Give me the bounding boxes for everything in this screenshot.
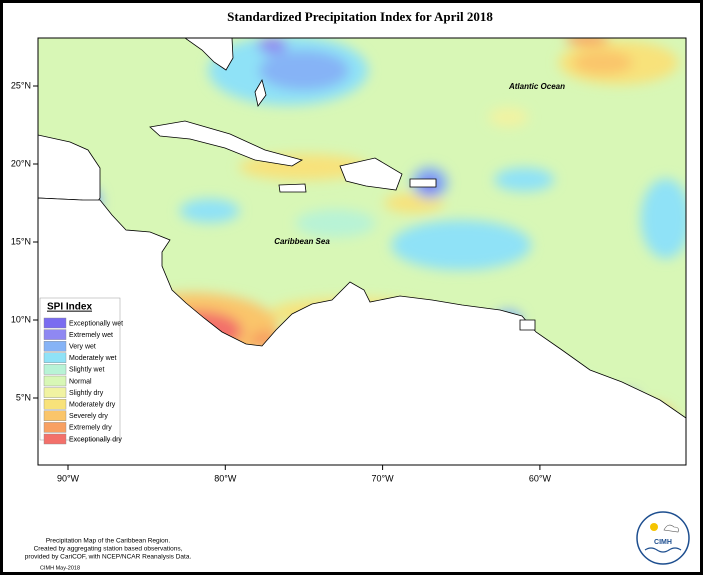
lon-tick-label: 80°W — [214, 473, 237, 483]
legend-title: SPI Index — [47, 302, 92, 313]
legend-swatch — [43, 375, 67, 387]
ocean-label: Atlantic Ocean — [508, 82, 565, 91]
lat-tick-label: 5°N — [16, 392, 31, 402]
ocean-label: Caribbean Sea — [274, 237, 330, 246]
spi-region — [488, 107, 529, 128]
map: Atlantic Ocean Caribbean Sea — [38, 38, 686, 465]
legend-label: Very wet — [69, 344, 96, 351]
map-border — [37, 37, 687, 466]
legend-swatch — [43, 422, 67, 433]
legend: SPI Index Exceptionally wet Extremely wet… — [39, 297, 123, 445]
legend-swatch — [43, 364, 67, 375]
spi-region — [572, 50, 633, 75]
legend-swatch — [43, 329, 67, 340]
legend-swatch — [43, 399, 67, 410]
logo-text: CIMH — [654, 539, 672, 546]
legend-label: Severely dry — [69, 413, 108, 420]
land — [38, 38, 686, 465]
spi-region — [258, 50, 349, 91]
legend-swatch — [43, 433, 67, 445]
credit: CIMH May-2018 — [40, 565, 80, 571]
spi-region — [295, 209, 376, 238]
legend-swatch — [43, 341, 67, 352]
footer-line: provided by CariCOF, with NCEP/NCAR Rean… — [25, 554, 192, 561]
logo: CIMH — [636, 511, 690, 565]
footer-line: Created by aggregating station based obs… — [34, 546, 183, 553]
spi-region — [391, 220, 532, 271]
spi-region — [257, 38, 288, 54]
legend-swatch — [43, 387, 67, 398]
legend-swatch — [43, 352, 67, 363]
spi-region — [494, 167, 555, 192]
legend-label: Extremely dry — [69, 425, 112, 432]
lat-tick-label: 25°N — [11, 80, 31, 90]
footer: Precipitation Map of the Caribbean Regio… — [25, 538, 192, 572]
legend-label: Slightly wet — [69, 367, 104, 374]
legend-label: Slightly dry — [69, 390, 104, 397]
title: Standardized Precipitation Index for Apr… — [227, 9, 493, 24]
spi-region — [179, 198, 240, 223]
lon-tick-label: 70°W — [372, 473, 395, 483]
lat-tick-label: 15°N — [11, 236, 31, 246]
spi-region — [565, 38, 610, 46]
legend-swatch — [43, 410, 67, 421]
legend-label: Normal — [69, 378, 92, 385]
lat-tick-label: 10°N — [11, 314, 31, 324]
legend-label: Moderately wet — [69, 355, 117, 362]
legend-label: Moderately dry — [69, 402, 116, 409]
spi-region — [640, 178, 686, 259]
footer-line: Precipitation Map of the Caribbean Regio… — [46, 538, 170, 545]
lon-tick-label: 60°W — [529, 473, 552, 483]
legend-swatch — [43, 317, 67, 329]
lon-tick-label: 90°W — [57, 473, 80, 483]
legend-label: Extremely wet — [69, 332, 113, 339]
legend-label: Exceptionally wet — [69, 320, 123, 327]
lat-tick-label: 20°N — [11, 158, 31, 168]
legend-label: Exceptionally dry — [69, 436, 122, 443]
